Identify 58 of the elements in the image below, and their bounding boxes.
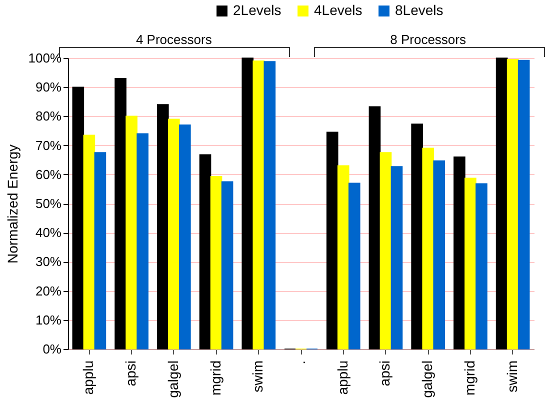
bar bbox=[454, 156, 466, 350]
bar bbox=[496, 58, 508, 350]
bar bbox=[433, 160, 446, 350]
bar bbox=[94, 152, 106, 350]
y-tick-label: 40% bbox=[35, 225, 62, 240]
x-tick-label: applu bbox=[80, 360, 96, 395]
bar bbox=[168, 118, 180, 350]
bar bbox=[506, 59, 519, 350]
y-tick-label: 100% bbox=[28, 50, 62, 66]
legend-label: 8Levels bbox=[395, 2, 444, 18]
x-tick-label: . bbox=[292, 360, 308, 364]
y-tick-label: 90% bbox=[35, 80, 62, 95]
y-tick-label: 50% bbox=[35, 196, 62, 211]
bar bbox=[199, 154, 212, 350]
bar bbox=[380, 152, 392, 350]
bar bbox=[411, 124, 423, 350]
bar bbox=[72, 86, 84, 350]
bar bbox=[83, 134, 96, 350]
bar bbox=[348, 182, 360, 350]
y-tick-label: 60% bbox=[35, 166, 62, 182]
bar bbox=[126, 116, 138, 350]
x-tick-label: swim bbox=[504, 360, 520, 392]
legend-label: 4Levels bbox=[314, 2, 362, 18]
bar bbox=[156, 104, 169, 350]
y-tick-label: 30% bbox=[35, 254, 62, 270]
x-tick-label: galgel bbox=[419, 360, 436, 398]
y-axis-title: Normalized Energy bbox=[4, 144, 20, 264]
bar bbox=[252, 60, 265, 350]
y-tick-label: 80% bbox=[35, 108, 62, 124]
bar bbox=[264, 61, 276, 350]
bar bbox=[464, 178, 476, 350]
bar bbox=[390, 166, 403, 350]
text: 4 Processors bbox=[134, 32, 213, 47]
text: 8 Processors bbox=[389, 32, 467, 47]
x-tick-label: galgel bbox=[164, 360, 181, 398]
x-tick-label: applu bbox=[334, 360, 350, 395]
x-tick-label: apsi bbox=[122, 360, 139, 386]
bar bbox=[422, 148, 434, 350]
legend-label: 2Levels bbox=[233, 2, 282, 18]
y-tick-label: 10% bbox=[35, 312, 62, 328]
y-tick-label: 20% bbox=[35, 283, 62, 298]
bar bbox=[518, 60, 530, 350]
bar bbox=[242, 58, 254, 350]
bar bbox=[179, 124, 191, 350]
bar bbox=[221, 181, 234, 350]
bar bbox=[337, 165, 350, 350]
bar bbox=[368, 106, 381, 350]
bar bbox=[326, 132, 338, 350]
x-tick-label: swim bbox=[250, 360, 266, 392]
y-tick-label: 70% bbox=[35, 138, 62, 153]
bar bbox=[210, 176, 222, 350]
bar bbox=[136, 133, 148, 350]
bar bbox=[114, 78, 126, 350]
y-tick-label: 0% bbox=[42, 342, 62, 356]
x-tick-label: mgrid bbox=[461, 360, 478, 396]
x-tick-label: apsi bbox=[376, 360, 393, 386]
bar bbox=[476, 183, 488, 350]
x-tick-label: mgrid bbox=[207, 360, 224, 396]
